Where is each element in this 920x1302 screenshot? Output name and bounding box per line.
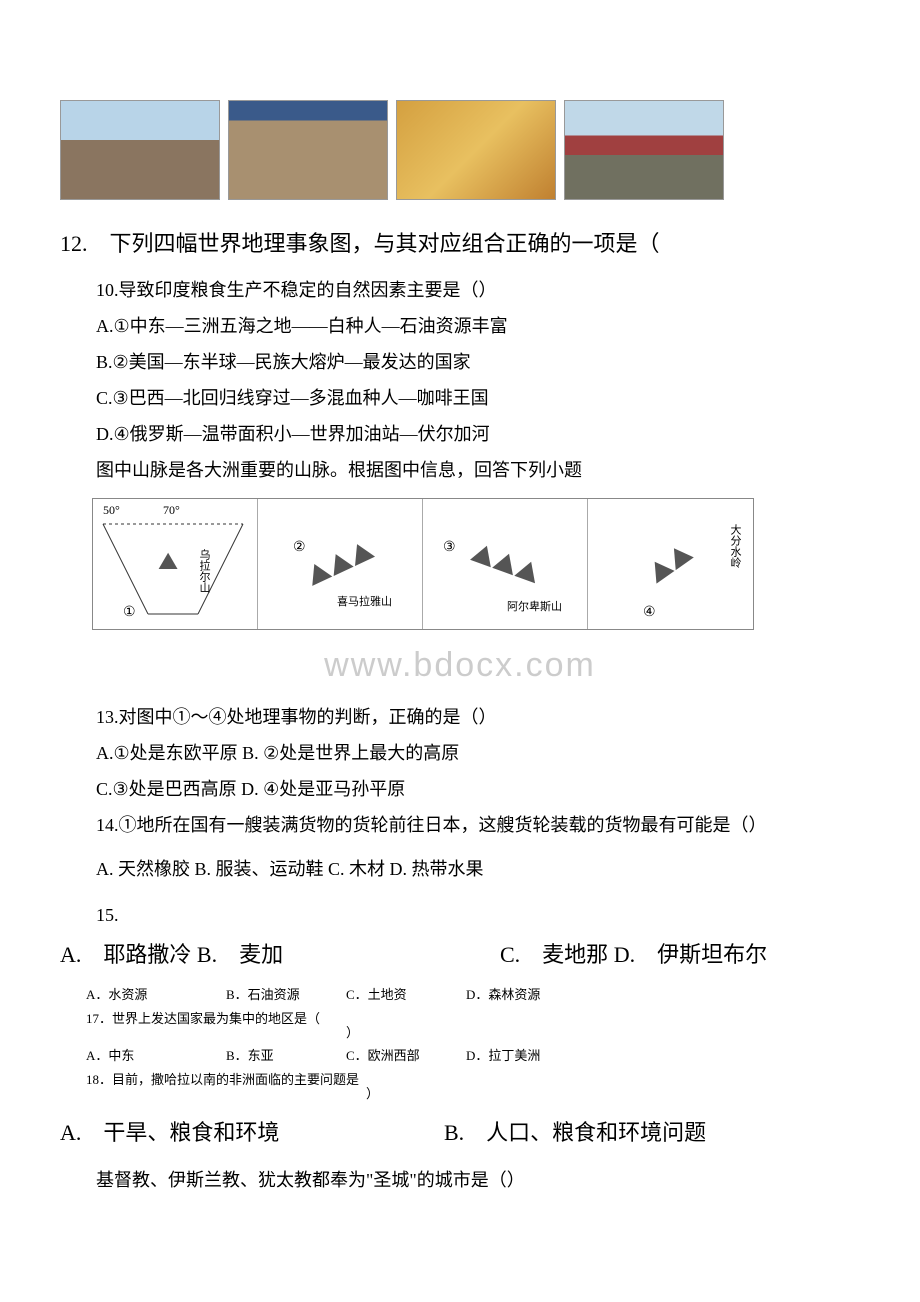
q15-num: 15.	[60, 897, 860, 933]
q18-opt-a: A. 干旱、粮食和环境	[60, 1111, 444, 1155]
q18-options: A. 干旱、粮食和环境 B. 人口、粮食和环境问题	[60, 1111, 860, 1155]
diagram-num-3: ③	[443, 539, 456, 621]
mountain-icon: ⛰⛰⛰	[301, 535, 378, 594]
q13-opt-ab: A.①处是东欧平原 B. ②处是世界上最大的高原	[60, 735, 860, 771]
q15-left: A. 耶路撒冷 B. 麦加	[60, 933, 500, 977]
q12-opt-b: B.②美国—东半球—民族大熔炉—最发达的国家	[60, 344, 860, 380]
q17-a: A．中东	[86, 1044, 226, 1067]
diagram-cell-4: ⛰⛰ 大分水岭 ④	[588, 499, 753, 629]
holy-city-question: 基督教、伊斯兰教、犹太教都奉为"圣城"的城市是（）	[60, 1161, 860, 1201]
q18-opt-b: B. 人口、粮食和环境问题	[444, 1111, 860, 1155]
q13-stem: 13.对图中①～④处地理事物的判断，正确的是（）	[60, 699, 860, 735]
q15-opt-b: B. 麦加	[197, 942, 283, 967]
thumbnail-3	[396, 100, 556, 200]
q18-stem-row: 18．目前，撒哈拉以南的非洲面临的主要问题是 ）	[86, 1068, 860, 1105]
q17-options: A．中东 B．东亚 C．欧洲西部 D．拉丁美洲	[86, 1044, 860, 1067]
q12-opt-d: D.④俄罗斯—温带面积小—世界加油站—伏尔加河	[60, 416, 860, 452]
triangle-icon: ⛰	[93, 499, 253, 619]
diagram-num-2: ②	[293, 539, 306, 621]
q17-d: D．拉丁美洲	[466, 1044, 586, 1067]
thumbnail-1	[60, 100, 220, 200]
q13-opt-cd: C.③处是巴西高原 D. ④处是亚马孙平原	[60, 771, 860, 807]
q16-options: A．水资源 B．石油资源 C．土地资 D．森林资源	[86, 983, 860, 1006]
q14-opts: A. 天然橡胶 B. 服装、运动鞋 C. 木材 D. 热带水果	[60, 851, 860, 887]
svg-text:⛰: ⛰	[158, 549, 178, 575]
q15-opt-d: D. 伊斯坦布尔	[614, 942, 767, 967]
q15-right: C. 麦地那 D. 伊斯坦布尔	[500, 933, 860, 977]
diagram-num-1: ①	[123, 604, 136, 621]
diagram-cell-2: ⛰⛰⛰ 喜马拉雅山 ②	[258, 499, 423, 629]
q14-stem: 14.①地所在国有一艘装满货物的货轮前往日本，这艘货轮装载的货物最有可能是（）	[60, 807, 860, 843]
mountain-icon: ⛰⛰	[642, 538, 699, 591]
mountain-label-4: 大分水岭	[727, 524, 743, 568]
q12-sub: 10.导致印度粮食生产不稳定的自然因素主要是（）	[60, 272, 860, 308]
diagram-cell-1: 50° 70° ⛰ 乌拉尔山 ①	[93, 499, 258, 629]
q16-d: D．森林资源	[466, 983, 586, 1006]
mountain-diagram: 50° 70° ⛰ 乌拉尔山 ① ⛰⛰⛰ 喜马拉雅山 ② ⛰⛰⛰ 阿尔卑斯山 ③…	[92, 498, 754, 630]
watermark: www.bdocx.com	[60, 646, 860, 685]
thumbnail-4	[564, 100, 724, 200]
q12-lead: 图中山脉是各大洲重要的山脉。根据图中信息，回答下列小题	[60, 452, 860, 488]
q17-b: B．东亚	[226, 1044, 346, 1067]
mountain-label-1: 乌拉尔山	[196, 549, 212, 593]
small-question-block: A．水资源 B．石油资源 C．土地资 D．森林资源 17．世界上发达国家最为集中…	[86, 983, 860, 1105]
q12-opt-a: A.①中东—三洲五海之地——白种人—石油资源丰富	[60, 308, 860, 344]
mountain-icon: ⛰⛰⛰	[466, 537, 543, 591]
q17-c: C．欧洲西部	[346, 1044, 466, 1067]
q17-stem-row: 17．世界上发达国家最为集中的地区是（ ）	[86, 1007, 860, 1044]
thumbnail-row	[60, 100, 860, 200]
q16-c: C．土地资	[346, 983, 466, 1006]
q15-opt-c: C. 麦地那	[500, 942, 608, 967]
q16-b: B．石油资源	[226, 983, 346, 1006]
q15-options: A. 耶路撒冷 B. 麦加 C. 麦地那 D. 伊斯坦布尔	[60, 933, 860, 977]
q15-opt-a: A. 耶路撒冷	[60, 942, 191, 967]
diagram-cell-3: ⛰⛰⛰ 阿尔卑斯山 ③	[423, 499, 588, 629]
q18-stem: 18．目前，撒哈拉以南的非洲面临的主要问题是	[86, 1068, 366, 1105]
mountain-label-3: 阿尔卑斯山	[507, 598, 562, 614]
q12-opt-c: C.③巴西—北回归线穿过—多混血种人—咖啡王国	[60, 380, 860, 416]
q17-bracket: ）	[346, 1007, 366, 1044]
mountain-label-2: 喜马拉雅山	[337, 593, 392, 609]
q18-bracket: ）	[366, 1068, 386, 1105]
q16-a: A．水资源	[86, 983, 226, 1006]
q17-stem: 17．世界上发达国家最为集中的地区是（	[86, 1007, 346, 1044]
thumbnail-2	[228, 100, 388, 200]
diagram-num-4: ④	[643, 604, 656, 621]
q12-stem: 12. 下列四幅世界地理事象图，与其对应组合正确的一项是（	[60, 220, 860, 268]
